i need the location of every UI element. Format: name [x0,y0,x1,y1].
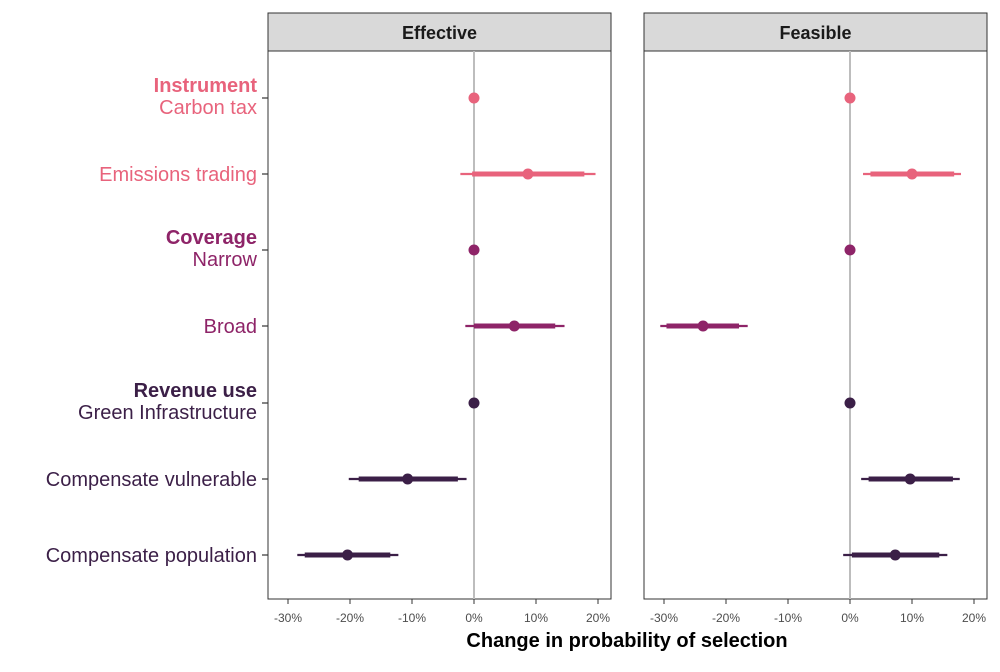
estimate-effective-green-infrastructure [468,397,480,409]
estimate-feasible-carbon-tax [844,92,856,104]
x-tick-label: -20% [336,611,364,625]
row-label: Compensate vulnerable [46,469,257,491]
point-estimate [402,473,414,485]
panel-effective: Effective -30% -20% -10% 0% 10% 20% [267,12,612,625]
estimate-effective-emissions-trading [460,168,596,180]
estimate-effective-broad [465,320,565,332]
estimate-feasible-compensate-vulnerable [861,473,960,485]
x-tick-label: 20% [586,611,610,625]
x-tick-label: 20% [962,611,986,625]
x-tick-label: 0% [465,611,483,625]
estimate-effective-compensate-vulnerable [348,473,467,485]
x-axis-title: Change in probability of selection [466,630,787,652]
point-estimate [468,397,480,409]
row-label: Broad [204,316,257,338]
row-group-header: Coverage [166,227,257,249]
panel-strip [643,12,988,52]
estimate-effective-narrow [468,244,480,256]
row-label: Narrow [193,249,258,271]
point-estimate [468,244,480,256]
row-group-header: Instrument [154,75,258,97]
row-label: Carbon tax [159,97,257,119]
point-estimate [468,92,480,104]
x-tick-label: -30% [650,611,678,625]
x-tick-label: -10% [774,611,802,625]
point-estimate [906,168,918,180]
x-tick-label: -10% [398,611,426,625]
estimate-feasible-narrow [844,244,856,256]
x-tick-label: 0% [841,611,859,625]
estimate-feasible-emissions-trading [863,168,961,180]
panel-title: Feasible [779,23,851,43]
panel-feasible: Feasible -30% -20% -10% 0% 10% 20% [643,12,988,625]
row-label: Compensate population [46,545,257,567]
x-tick-label: -20% [712,611,740,625]
point-estimate [844,397,856,409]
row-label: Green Infrastructure [78,402,257,424]
x-tick-label: 10% [524,611,548,625]
x-tick-label: -30% [274,611,302,625]
estimate-feasible-green-infrastructure [844,397,856,409]
estimate-effective-compensate-population [297,549,399,561]
panels-layer: Effective -30% -20% -10% 0% 10% 20% Feasible -30… [267,12,988,625]
estimate-feasible-compensate-population [843,549,948,561]
panel-title: Effective [402,23,477,43]
point-estimate [697,320,709,332]
point-estimate [508,320,520,332]
row-label: Emissions trading [99,164,257,186]
point-estimate [904,473,916,485]
row-group-header: Revenue use [134,380,257,402]
panel-frame [643,50,988,600]
x-tick-label: 10% [900,611,924,625]
point-estimate [889,549,901,561]
estimate-feasible-broad [660,320,748,332]
estimate-effective-carbon-tax [468,92,480,104]
point-estimate [844,244,856,256]
panel-strip [267,12,612,52]
point-estimate [522,168,534,180]
point-estimate [844,92,856,104]
point-estimate [342,549,354,561]
